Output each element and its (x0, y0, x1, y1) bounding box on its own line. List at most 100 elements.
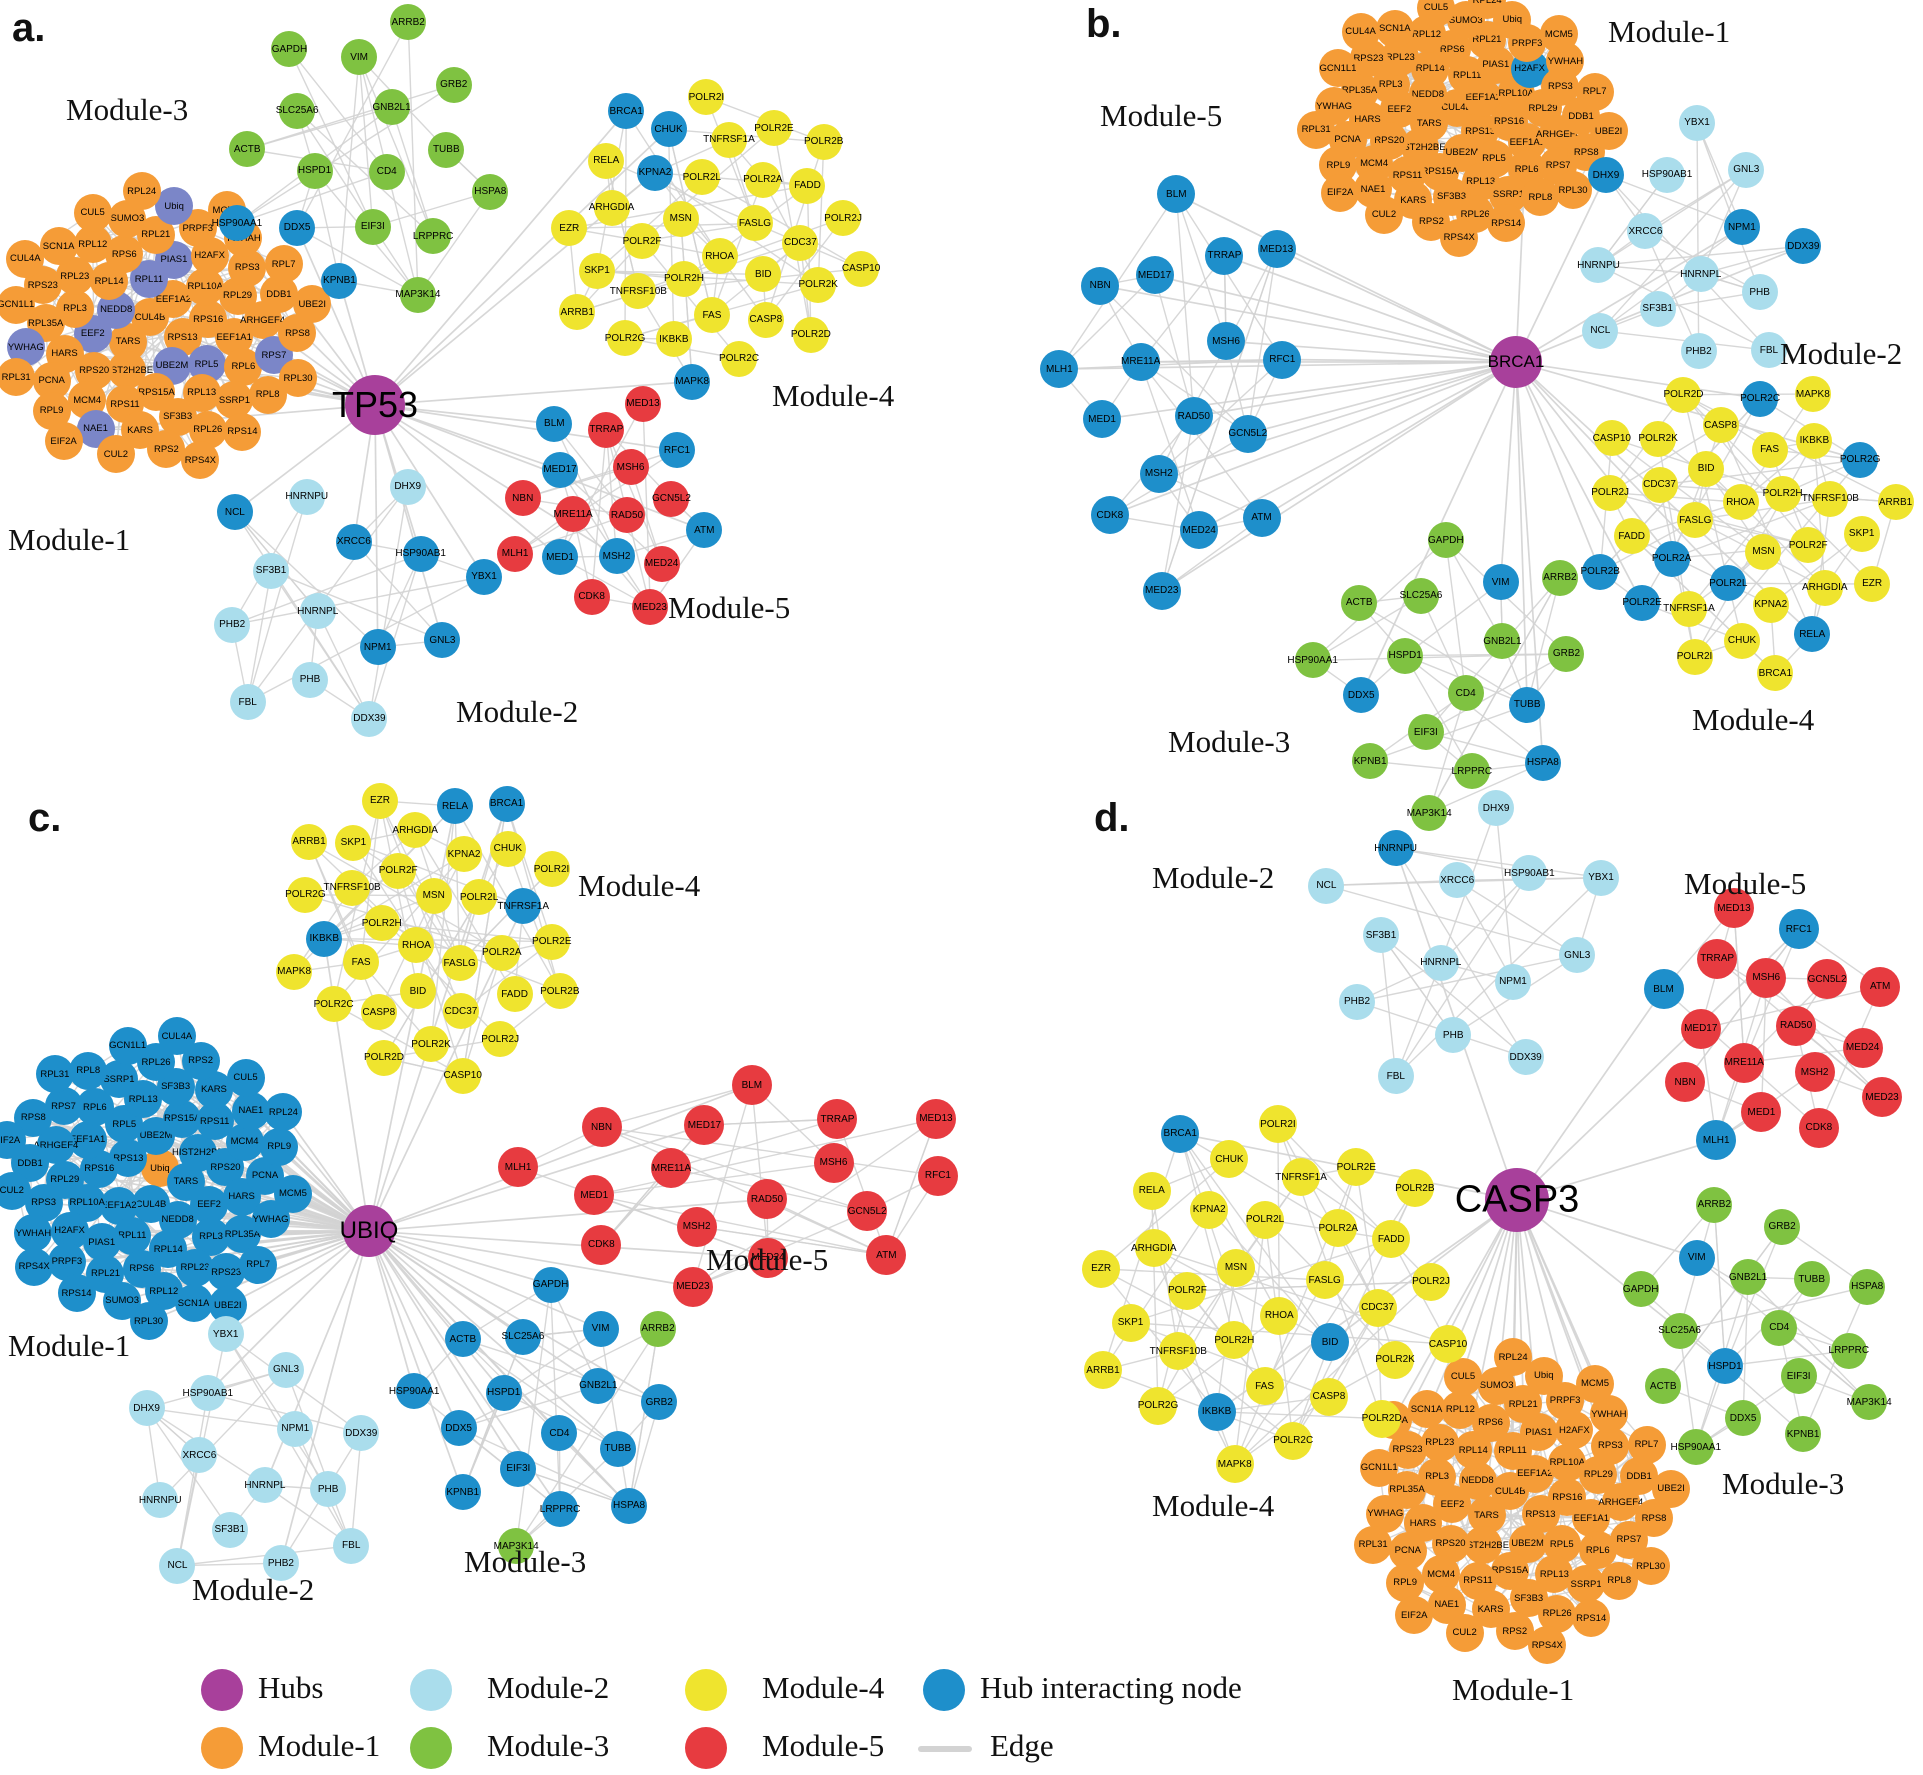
node-DDB1: DDB1 (1620, 1457, 1659, 1496)
node-HSPA8: HSPA8 (611, 1487, 648, 1524)
node-FADD: FADD (1372, 1220, 1411, 1259)
node-DHX9: DHX9 (1587, 157, 1624, 194)
node-SCN1A: SCN1A (39, 227, 78, 266)
node-EZR: EZR (1082, 1249, 1121, 1288)
node-FAS: FAS (343, 944, 380, 981)
node-CUL4A: CUL4A (6, 239, 45, 278)
node-CD4: CD4 (368, 153, 405, 190)
module-label: Module-3 (1722, 1466, 1845, 1501)
node-ATM: ATM (686, 512, 723, 549)
node-RHOA: RHOA (398, 927, 435, 964)
node-CUL2: CUL2 (96, 435, 135, 474)
node-HNRNPU: HNRNPU (139, 1482, 182, 1519)
node-CASP10: CASP10 (842, 250, 880, 287)
node-VIM: VIM (582, 1310, 619, 1347)
node-GAPDH: GAPDH (271, 31, 308, 68)
node-TUBB: TUBB (1793, 1261, 1830, 1298)
node-POLR2J: POLR2J (824, 200, 862, 237)
node-KPNA2: KPNA2 (1190, 1190, 1229, 1229)
node-FBL: FBL (229, 684, 266, 721)
panel-letter-b: b. (1086, 2, 1122, 46)
node-MAP3K14: MAP3K14 (1847, 1384, 1892, 1421)
node-GCN5L2: GCN5L2 (1228, 414, 1267, 453)
node-POLR2G: POLR2G (1840, 441, 1880, 478)
node-HSPD1: HSPD1 (485, 1374, 522, 1411)
node-MED17: MED17 (684, 1105, 725, 1146)
node-CUL2: CUL2 (0, 1171, 31, 1210)
node-POLR2B: POLR2B (1581, 553, 1620, 590)
node-TUBB: TUBB (428, 131, 465, 168)
node-HSP90AA1: HSP90AA1 (389, 1373, 439, 1410)
node-POLR2C: POLR2C (1740, 380, 1780, 417)
node-EZR: EZR (551, 210, 588, 247)
node-CUL2: CUL2 (1364, 195, 1403, 234)
node-XRCC6: XRCC6 (1627, 213, 1664, 250)
node-IKBKB: IKBKB (306, 920, 343, 957)
node-KPNA2: KPNA2 (636, 154, 673, 191)
node-GNL3: GNL3 (1728, 151, 1765, 188)
node-PHB2: PHB2 (262, 1545, 299, 1582)
node-ACTB: ACTB (444, 1321, 481, 1358)
node-LRPPRC: LRPPRC (1829, 1332, 1869, 1369)
module-label: Module-5 (1100, 98, 1223, 133)
node-RAD50: RAD50 (1174, 397, 1213, 436)
node-TNFRSF10B: TNFRSF10B (1802, 480, 1859, 517)
node-GAPDH: GAPDH (532, 1266, 569, 1303)
node-BRCA1: BRCA1 (488, 785, 525, 822)
module-label: Module-3 (66, 92, 189, 127)
node-LRPPRC: LRPPRC (1452, 753, 1492, 790)
node-MED1: MED1 (1741, 1092, 1782, 1133)
node-ARHGDIA: ARHGDIA (1802, 569, 1848, 606)
node-RPL30: RPL30 (1554, 171, 1593, 210)
node-POLR2H: POLR2H (1214, 1321, 1254, 1360)
node-PHB: PHB (1435, 1017, 1472, 1054)
node-CHUK: CHUK (489, 830, 526, 867)
node-GNB2L1: GNB2L1 (1729, 1259, 1767, 1296)
node-RFC1: RFC1 (917, 1155, 958, 1196)
node-NCL: NCL (1582, 312, 1619, 349)
node-POLR2K: POLR2K (1375, 1340, 1415, 1379)
node-KPNB1: KPNB1 (1785, 1416, 1822, 1453)
node-GCN1L1: GCN1L1 (0, 285, 35, 324)
node-RFC1: RFC1 (658, 432, 695, 469)
module-label: Module-5 (1684, 866, 1807, 901)
hub-node-tp53 (345, 375, 405, 435)
node-CDK8: CDK8 (1090, 496, 1129, 535)
module-label: Module-5 (706, 1242, 829, 1277)
legend-label-module5: Module-5 (762, 1728, 885, 1763)
module-label: Module-5 (668, 590, 791, 625)
node-RPL14: RPL14 (1454, 1431, 1493, 1470)
node-GCN5L2: GCN5L2 (1807, 959, 1848, 1000)
node-EIF2A: EIF2A (1395, 1596, 1434, 1635)
legend-label-hubs: Hubs (258, 1670, 324, 1705)
legend-label-module4: Module-4 (762, 1670, 885, 1705)
node-POLR2E: POLR2E (754, 110, 794, 147)
node-RPS2: RPS2 (1495, 1612, 1534, 1651)
node-MED13: MED13 (915, 1098, 956, 1139)
node-GRB2: GRB2 (1764, 1208, 1801, 1245)
node-FASLG: FASLG (736, 205, 773, 242)
node-DHX9: DHX9 (128, 1390, 165, 1427)
node-NBN: NBN (1081, 266, 1120, 305)
node-TRRAP: TRRAP (1205, 236, 1244, 275)
node-HNRNPL: HNRNPL (244, 1467, 285, 1504)
node-YBX1: YBX1 (465, 558, 502, 595)
node-NPM1: NPM1 (1723, 209, 1760, 246)
node-MAPK8: MAPK8 (1794, 376, 1831, 413)
node-RPS14: RPS14 (1572, 1599, 1611, 1638)
node-POLR2D: POLR2D (364, 1039, 404, 1076)
node-DDX5: DDX5 (1725, 1400, 1762, 1437)
hub-node-casp3 (1485, 1168, 1549, 1232)
node-SKP1: SKP1 (1111, 1303, 1150, 1342)
node-FAS: FAS (693, 297, 730, 333)
node-MLH1: MLH1 (498, 1147, 539, 1188)
node-MED24: MED24 (1180, 511, 1219, 550)
node-POLR2L: POLR2L (1709, 565, 1747, 602)
node-DDX39: DDX39 (1785, 228, 1822, 265)
node-POLR2B: POLR2B (1395, 1169, 1435, 1208)
node-POLR2F: POLR2F (1789, 527, 1828, 564)
node-TNFRSF1A: TNFRSF1A (497, 888, 549, 925)
node-MAP3K14: MAP3K14 (1407, 795, 1452, 832)
node-RELA: RELA (437, 788, 473, 825)
node-IKBKB: IKBKB (1197, 1392, 1236, 1431)
